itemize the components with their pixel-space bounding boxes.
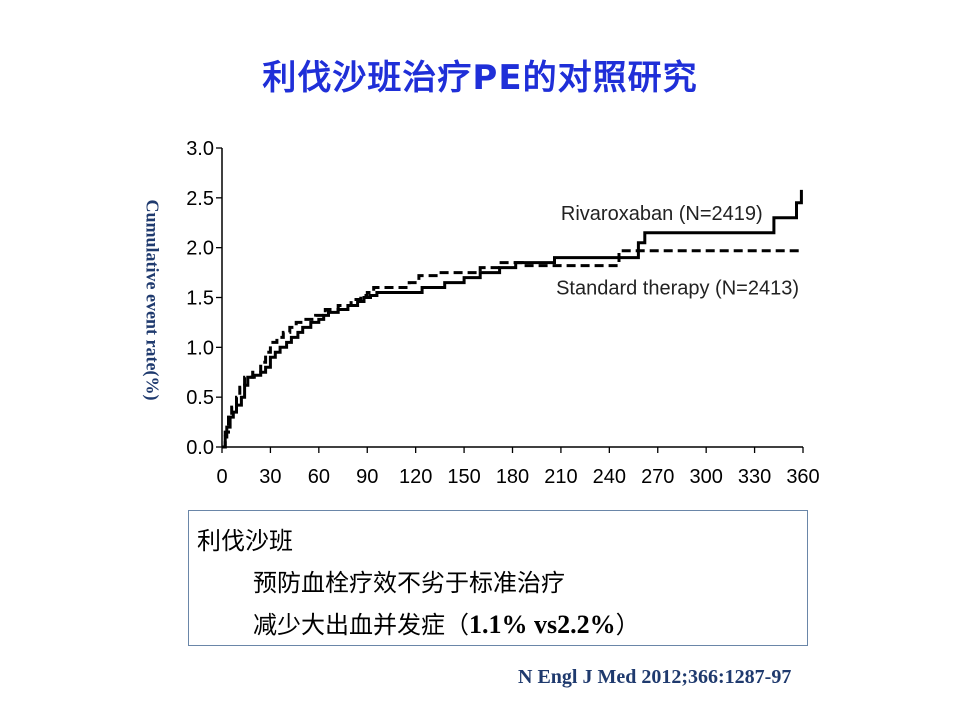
x-tick-label: 300	[689, 466, 722, 488]
km-chart: 0.0 0.5 1.0 1.5 2.0 2.5 3.0 0 30 60 90 120 150 180 210…	[186, 138, 820, 488]
x-tick-label: 150	[447, 466, 480, 488]
summary-line-drug: 利伐沙班	[197, 527, 293, 555]
bleeding-prefix: 减少大出血并发症（	[253, 611, 469, 639]
x-tick-label: 360	[786, 466, 819, 488]
bleeding-suffix: ）	[615, 611, 640, 639]
y-tick-label: 2.0	[186, 238, 214, 260]
y-tick-label: 0.5	[186, 387, 214, 409]
rivaroxaban-label: Rivaroxaban (N=2419)	[561, 203, 763, 225]
x-tick-label: 0	[216, 466, 227, 488]
slide-title: 利伐沙班治疗PE的对照研究	[262, 58, 698, 98]
x-tick-label: 210	[544, 466, 577, 488]
y-tick-label: 0.0	[186, 437, 214, 459]
standard-therapy-label: Standard therapy (N=2413)	[556, 278, 799, 300]
x-tick-label: 90	[356, 466, 378, 488]
y-tick-label: 1.5	[186, 288, 214, 310]
citation: N Engl J Med 2012;366:1287-97	[518, 666, 792, 688]
summary-line-bleeding: 减少大出血并发症（1.1% vs2.2%）	[253, 605, 640, 640]
bleeding-value: 1.1% vs2.2%	[469, 610, 616, 639]
x-tick-label: 240	[593, 466, 626, 488]
x-tick-label: 180	[496, 466, 529, 488]
summary-box: 利伐沙班 预防血栓疗效不劣于标准治疗 减少大出血并发症（1.1% vs2.2%）	[188, 510, 808, 646]
x-tick-label: 270	[641, 466, 674, 488]
y-tick-label: 2.5	[186, 188, 214, 210]
standard-therapy-curve	[222, 249, 803, 449]
x-tick-label: 330	[738, 466, 771, 488]
x-tick-label: 120	[399, 466, 432, 488]
y-tick-label: 3.0	[186, 138, 214, 160]
y-tick-label: 1.0	[186, 337, 214, 359]
summary-line-efficacy: 预防血栓疗效不劣于标准治疗	[253, 569, 565, 597]
x-tick-label: 30	[259, 466, 281, 488]
y-axis-label: Cumulative event rate(%)	[142, 199, 163, 401]
x-tick-label: 60	[308, 466, 330, 488]
